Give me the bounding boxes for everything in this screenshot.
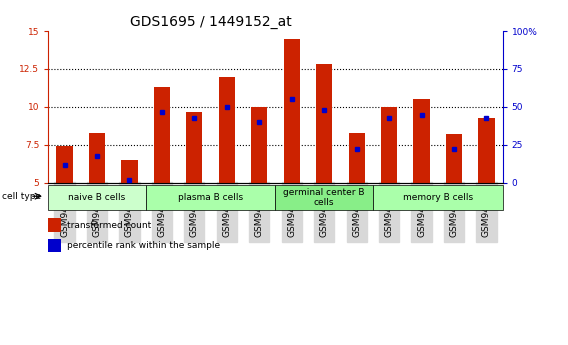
Text: GDS1695 / 1449152_at: GDS1695 / 1449152_at [130,14,292,29]
Bar [478,118,495,183]
Bar [186,111,202,183]
Bar [283,39,300,183]
Bar [56,146,73,183]
Text: cell type: cell type [2,192,41,201]
Bar [381,107,397,183]
Bar [446,134,462,183]
Text: percentile rank within the sample: percentile rank within the sample [68,241,220,250]
Text: germinal center B
cells: germinal center B cells [283,188,365,207]
Bar [48,239,61,252]
Bar [89,133,105,183]
Bar [48,218,61,232]
Text: transformed count: transformed count [68,220,152,230]
Text: memory B cells: memory B cells [403,193,473,202]
Bar [251,107,268,183]
FancyBboxPatch shape [373,185,503,210]
Bar [414,99,429,183]
Text: naive B cells: naive B cells [68,193,126,202]
Bar [154,87,170,183]
Bar [219,77,235,183]
FancyBboxPatch shape [48,185,145,210]
FancyBboxPatch shape [145,185,275,210]
FancyBboxPatch shape [275,185,373,210]
Bar [349,133,365,183]
Text: plasma B cells: plasma B cells [178,193,243,202]
Bar [122,160,137,183]
Bar [316,65,332,183]
